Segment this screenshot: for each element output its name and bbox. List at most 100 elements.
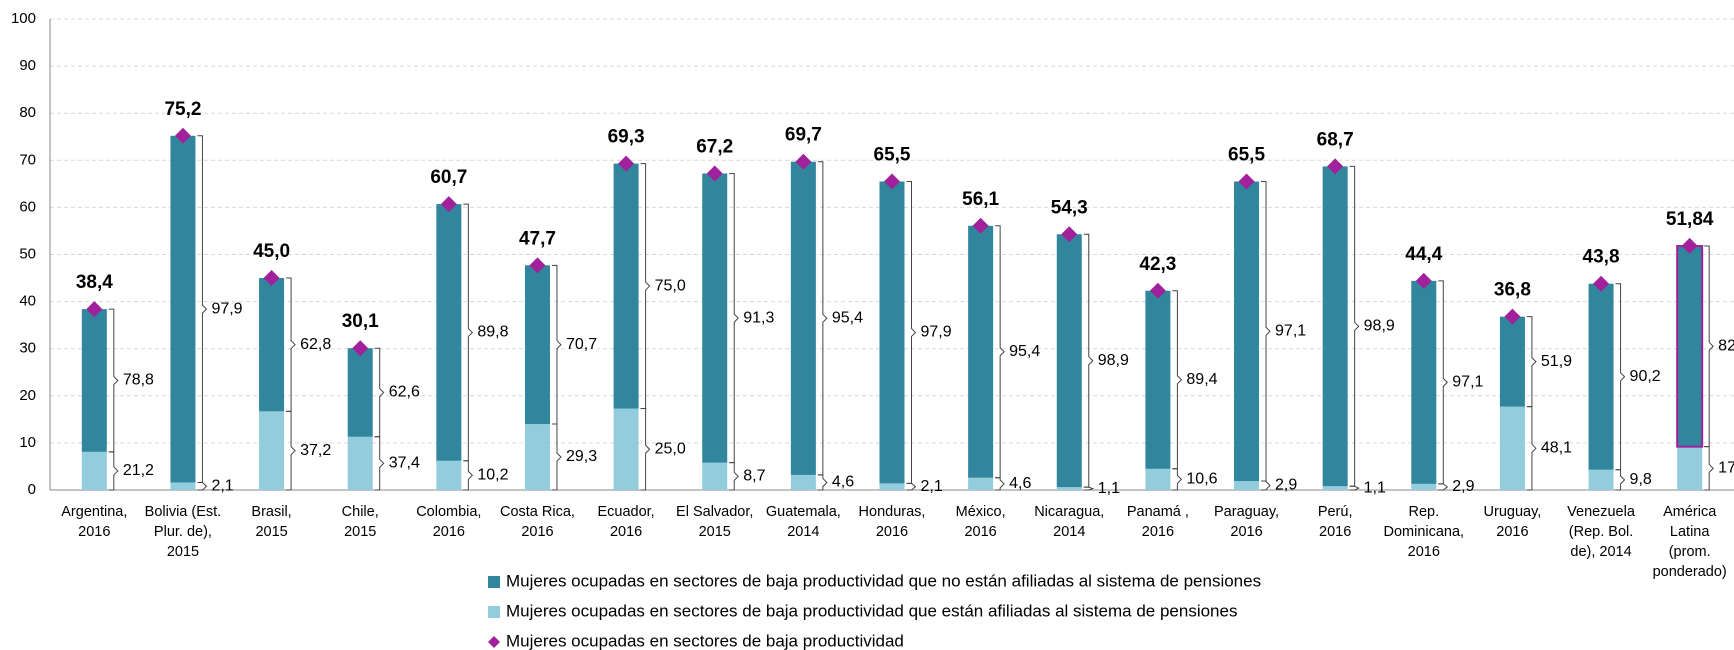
x-tick-label: Perú, 2016 xyxy=(1318,504,1353,540)
x-tick-line: 2016 xyxy=(78,524,110,540)
legend-marker xyxy=(488,636,500,648)
share-label: 2,9 xyxy=(1452,478,1474,495)
x-tick-line: Chile, xyxy=(342,504,379,520)
bar-segment xyxy=(1499,406,1525,490)
share-label: 97,9 xyxy=(211,300,242,317)
x-tick-label: Venezuela (Rep. Bol. de), 2014 xyxy=(1567,504,1636,560)
bracket xyxy=(1349,165,1360,487)
bracket xyxy=(1615,469,1626,491)
bracket xyxy=(286,410,296,491)
x-tick-line: 2015 xyxy=(167,544,199,560)
x-tick-line: 2014 xyxy=(787,524,819,540)
share-label: 25,0 xyxy=(655,440,686,457)
x-tick-label: Brasil, 2015 xyxy=(251,504,291,540)
bar-segment xyxy=(1234,481,1260,490)
bar-segment xyxy=(1322,486,1348,490)
share-label: 97,1 xyxy=(1275,322,1306,339)
share-label: 29,3 xyxy=(566,448,597,465)
x-tick-line: 2015 xyxy=(255,524,287,540)
bar-segment xyxy=(347,348,373,437)
x-tick-label: México, 2016 xyxy=(956,504,1006,540)
bracket xyxy=(1526,316,1537,408)
x-tick-label: Ecuador, 2016 xyxy=(597,504,654,540)
x-tick-label: Uruguay, 2016 xyxy=(1484,504,1542,540)
bracket xyxy=(374,347,385,438)
share-label: 4,6 xyxy=(1009,475,1031,492)
x-tick-line: 2016 xyxy=(1142,524,1174,540)
x-tick-line: Panamá , xyxy=(1127,504,1189,520)
bracket xyxy=(906,482,917,491)
x-tick-line: 2016 xyxy=(1408,544,1440,560)
bar-segment xyxy=(259,411,285,490)
share-label: 4,6 xyxy=(832,474,854,491)
share-label: 1,1 xyxy=(1098,480,1120,497)
y-tick-label: 0 xyxy=(28,481,36,498)
x-tick-label: Bolivia (Est. Plur. de), 2015 xyxy=(145,504,222,560)
share-label: 9,8 xyxy=(1630,471,1652,488)
y-tick-label: 60 xyxy=(19,198,36,215)
share-label: 62,8 xyxy=(300,336,331,353)
bracket xyxy=(640,408,651,491)
bracket xyxy=(286,277,296,412)
y-tick-label: 40 xyxy=(19,293,36,310)
bracket xyxy=(729,172,739,464)
y-tick-label: 70 xyxy=(19,151,36,168)
x-tick-label: América Latina (prom. ponderado) xyxy=(1653,504,1727,580)
bracket xyxy=(1438,483,1449,491)
marker xyxy=(529,257,546,274)
share-label: 51,9 xyxy=(1541,353,1572,370)
total-label: 65,5 xyxy=(874,145,911,166)
x-tick-line: Uruguay, xyxy=(1484,504,1542,520)
bracket xyxy=(995,477,1005,491)
total-label: 44,4 xyxy=(1405,244,1442,265)
y-tick-label: 90 xyxy=(19,57,36,74)
x-tick-line: Plur. de), xyxy=(154,524,212,540)
bracket xyxy=(197,135,208,483)
total-label: 42,3 xyxy=(1139,254,1176,275)
total-label: 69,3 xyxy=(608,127,645,148)
bar-segment xyxy=(1588,283,1614,470)
x-tick-line: Rep. xyxy=(1408,504,1439,520)
bar-segment xyxy=(702,173,728,463)
y-tick-label: 10 xyxy=(19,434,36,451)
x-tick-label: Chile, 2015 xyxy=(342,504,379,540)
bar-segment xyxy=(1411,483,1437,490)
bar-segment xyxy=(1056,234,1082,488)
x-tick-label: Rep. Dominicana, 2016 xyxy=(1383,504,1464,560)
marker xyxy=(1504,308,1521,325)
x-tick-line: Bolivia (Est. xyxy=(145,504,222,520)
legend-label: Mujeres ocupadas en sectores de baja pro… xyxy=(506,601,1237,620)
x-tick-line: 2016 xyxy=(1319,524,1351,540)
bar-segment xyxy=(968,225,994,478)
share-label: 10,6 xyxy=(1186,471,1217,488)
bracket xyxy=(817,161,828,476)
share-label: 37,4 xyxy=(389,455,420,472)
bracket xyxy=(1261,480,1271,491)
x-tick-line: México, xyxy=(956,504,1006,520)
bracket xyxy=(1704,245,1714,448)
bracket xyxy=(551,264,562,425)
x-tick-line: Perú, xyxy=(1318,504,1353,520)
bar-segment xyxy=(790,161,816,475)
marker xyxy=(1327,158,1344,175)
marker xyxy=(795,153,812,170)
legend-swatch xyxy=(488,606,500,618)
bracket xyxy=(463,203,474,462)
bar-segment xyxy=(879,181,905,484)
bracket xyxy=(1526,406,1537,491)
share-label: 10,2 xyxy=(477,467,508,484)
x-tick-line: Colombia, xyxy=(416,504,481,520)
total-label: 65,5 xyxy=(1228,145,1265,166)
bar-segment xyxy=(1677,446,1703,490)
bracket xyxy=(1172,290,1183,470)
marker xyxy=(263,270,280,287)
total-label: 45,0 xyxy=(253,241,290,262)
share-label: 62,6 xyxy=(389,384,420,401)
x-tick-label: Panamá , 2016 xyxy=(1127,504,1189,540)
bracket xyxy=(108,308,119,453)
bar-segment xyxy=(1411,280,1437,484)
bracket xyxy=(108,451,119,491)
share-label: 2,9 xyxy=(1275,477,1297,494)
share-label: 17,8 xyxy=(1718,460,1734,477)
y-tick-label: 80 xyxy=(19,104,36,121)
